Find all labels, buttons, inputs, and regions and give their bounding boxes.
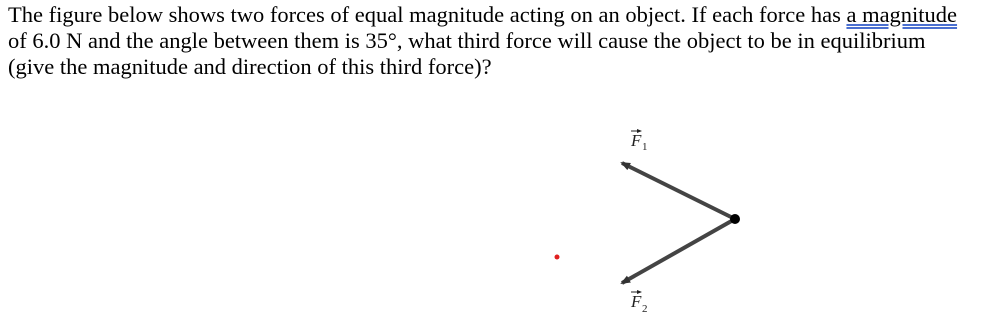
question-text: of 6.0 N and the angle between them is 3…: [8, 28, 926, 79]
force-subscript: 2: [642, 303, 648, 315]
question-underlined: a magnitude: [846, 2, 958, 27]
red-dot: [554, 254, 560, 260]
force-arrow: [620, 217, 736, 285]
force-label: F: [630, 292, 642, 311]
force-arrow: [620, 161, 736, 221]
question: The figure below shows two forces of equ…: [8, 2, 968, 80]
question-text: The figure below shows two forces of equ…: [8, 2, 847, 27]
force-label: F: [630, 131, 642, 150]
force-subscript: 1: [642, 141, 648, 153]
object-point: [730, 214, 740, 224]
